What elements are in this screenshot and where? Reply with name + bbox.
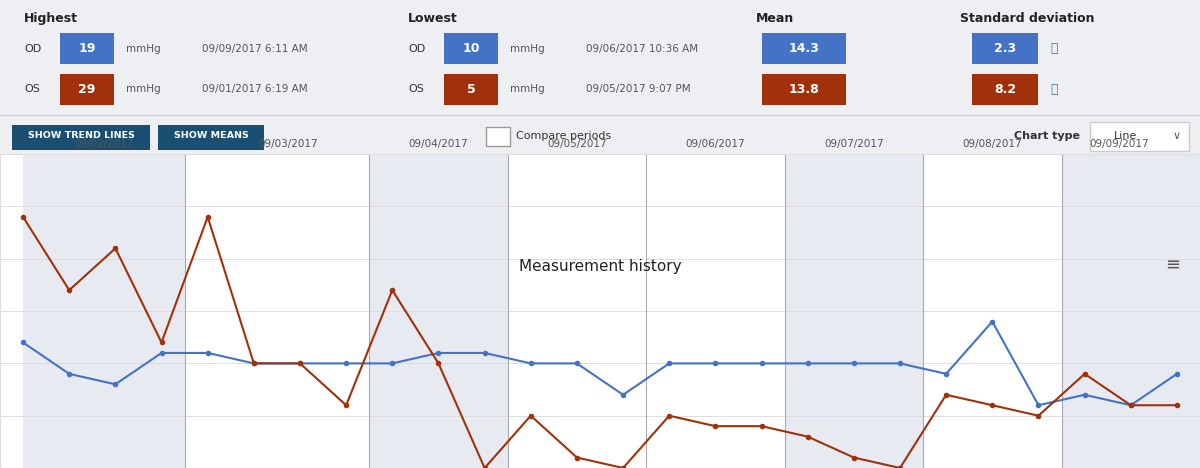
Text: 09/01/2017 6:19 AM: 09/01/2017 6:19 AM [202, 84, 307, 94]
Text: Line: Line [1114, 131, 1136, 141]
Text: 2.3: 2.3 [994, 42, 1016, 55]
Text: Compare periods: Compare periods [516, 131, 611, 141]
Text: 8.2: 8.2 [994, 83, 1016, 96]
FancyBboxPatch shape [762, 33, 846, 64]
Text: mmHg: mmHg [126, 44, 161, 54]
Bar [370, 154, 508, 468]
Text: mmHg: mmHg [510, 84, 545, 94]
Text: ⓘ: ⓘ [1050, 83, 1057, 96]
Text: 29: 29 [78, 83, 96, 96]
FancyBboxPatch shape [60, 33, 114, 64]
Text: ⓘ: ⓘ [1050, 42, 1057, 55]
Text: OS: OS [24, 84, 40, 94]
Text: Mean: Mean [756, 12, 794, 25]
FancyBboxPatch shape [158, 124, 264, 150]
FancyBboxPatch shape [972, 33, 1038, 64]
Text: 09/05/2017 9:07 PM: 09/05/2017 9:07 PM [586, 84, 690, 94]
FancyBboxPatch shape [486, 127, 510, 146]
Text: 09/06/2017 10:36 AM: 09/06/2017 10:36 AM [586, 44, 697, 54]
Text: Highest: Highest [24, 12, 78, 25]
FancyBboxPatch shape [1090, 122, 1189, 151]
Bar [1062, 154, 1200, 468]
Text: Standard deviation: Standard deviation [960, 12, 1094, 25]
FancyBboxPatch shape [972, 74, 1038, 105]
Text: ≡: ≡ [1165, 256, 1180, 274]
Text: OS: OS [408, 84, 424, 94]
Text: Chart type: Chart type [1014, 131, 1080, 141]
FancyBboxPatch shape [444, 74, 498, 105]
Text: 5: 5 [467, 83, 475, 96]
Text: SHOW MEANS: SHOW MEANS [174, 132, 248, 140]
Text: 14.3: 14.3 [788, 42, 820, 55]
Bar [23, 154, 185, 468]
Text: Measurement history: Measurement history [518, 259, 682, 274]
Text: 10: 10 [462, 42, 480, 55]
Text: 09/09/2017 6:11 AM: 09/09/2017 6:11 AM [202, 44, 307, 54]
FancyBboxPatch shape [762, 74, 846, 105]
FancyBboxPatch shape [444, 33, 498, 64]
Text: 19: 19 [78, 42, 96, 55]
Bar [785, 154, 923, 468]
Text: SHOW TREND LINES: SHOW TREND LINES [28, 132, 134, 140]
Text: mmHg: mmHg [126, 84, 161, 94]
Text: OD: OD [24, 44, 41, 54]
Text: Lowest: Lowest [408, 12, 457, 25]
Text: ∨: ∨ [1172, 131, 1181, 141]
FancyBboxPatch shape [60, 74, 114, 105]
FancyBboxPatch shape [12, 124, 150, 150]
Text: mmHg: mmHg [510, 44, 545, 54]
Text: OD: OD [408, 44, 425, 54]
Text: 13.8: 13.8 [788, 83, 820, 96]
